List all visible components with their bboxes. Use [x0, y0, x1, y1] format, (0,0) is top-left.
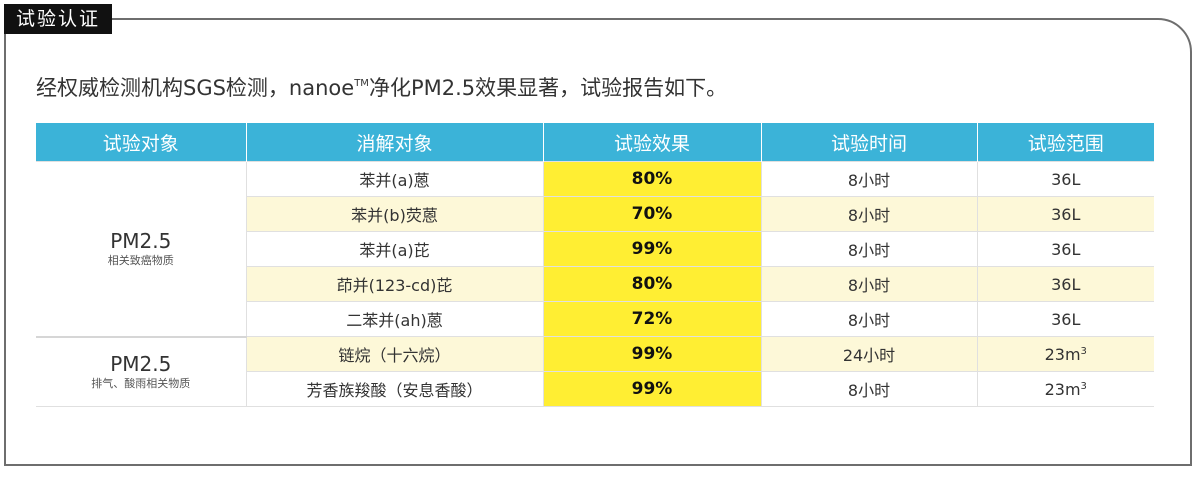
group-cell: PM2.5 相关致癌物质 — [36, 161, 247, 337]
target-cell: 苯并(a)蒽 — [245, 161, 544, 197]
trademark-mark: TM — [354, 78, 369, 89]
range-cell: 23m3 — [976, 336, 1154, 372]
time-cell: 8小时 — [760, 161, 978, 197]
range-value: 36L — [1051, 274, 1081, 294]
test-results-table: 试验对象 消解对象 试验效果 试验时间 试验范围 PM2.5 相关致癌物质 苯并… — [36, 123, 1154, 407]
content-frame — [4, 18, 1192, 466]
time-cell: 8小时 — [760, 231, 978, 267]
range-superscript: 3 — [1080, 345, 1087, 357]
target-cell: 茚并(123-cd)芘 — [245, 266, 544, 302]
target-cell: 链烷（十六烷） — [245, 336, 544, 372]
range-cell: 36L — [976, 301, 1154, 337]
range-value: 36L — [1051, 169, 1081, 189]
table-row: 芳香族羧酸（安息香酸） 99% 8小时 23m3 — [36, 371, 1154, 407]
target-cell: 苯并(a)芘 — [245, 231, 544, 267]
headline: 经权威检测机构SGS检测，nanoeTM净化PM2.5效果显著，试验报告如下。 — [36, 72, 727, 102]
group-subtitle: 相关致癌物质 — [107, 253, 174, 267]
group-title: PM2.5 — [110, 228, 172, 253]
table-row: 苯并(a)芘 99% 8小时 36L — [36, 231, 1154, 267]
headline-text-after: 净化PM2.5效果显著，试验报告如下。 — [368, 76, 728, 100]
range-cell: 36L — [976, 196, 1154, 232]
time-cell: 8小时 — [760, 196, 978, 232]
time-cell: 24小时 — [760, 336, 978, 372]
range-cell: 36L — [976, 161, 1154, 197]
header-test-object: 试验对象 — [36, 123, 247, 162]
header-range: 试验范围 — [977, 123, 1154, 162]
range-superscript: 3 — [1080, 380, 1087, 392]
group-cell: PM2.5 排气、酸雨相关物质 — [36, 335, 247, 407]
target-cell: 二苯并(ah)蒽 — [245, 301, 544, 337]
headline-text-before: 经权威检测机构SGS检测，nanoe — [36, 76, 355, 100]
time-cell: 8小时 — [760, 301, 978, 337]
header-target: 消解对象 — [246, 123, 544, 162]
header-time: 试验时间 — [761, 123, 978, 162]
table-header-row: 试验对象 消解对象 试验效果 试验时间 试验范围 — [36, 123, 1154, 162]
effect-cell: 80% — [542, 266, 762, 302]
effect-cell: 72% — [542, 301, 762, 337]
group-title: PM2.5 — [110, 351, 172, 376]
effect-cell: 70% — [542, 196, 762, 232]
effect-cell: 80% — [542, 161, 762, 197]
range-cell: 36L — [976, 231, 1154, 267]
header-effect: 试验效果 — [543, 123, 762, 162]
group-subtitle: 排气、酸雨相关物质 — [91, 376, 191, 390]
time-cell: 8小时 — [760, 266, 978, 302]
range-cell: 36L — [976, 266, 1154, 302]
effect-cell: 99% — [542, 371, 762, 407]
table-row: PM2.5 相关致癌物质 苯并(a)蒽 80% 8小时 36L — [36, 161, 1154, 337]
table-row: PM2.5 排气、酸雨相关物质 链烷（十六烷） 99% 24小时 23m3 — [36, 335, 1154, 407]
target-cell: 芳香族羧酸（安息香酸） — [245, 371, 544, 407]
range-value: 23m — [1044, 379, 1081, 399]
range-value: 36L — [1051, 239, 1081, 259]
table-row: 二苯并(ah)蒽 72% 8小时 36L — [36, 301, 1154, 337]
range-value: 23m — [1044, 344, 1081, 364]
range-value: 36L — [1051, 204, 1081, 224]
time-cell: 8小时 — [760, 371, 978, 407]
effect-cell: 99% — [542, 336, 762, 372]
range-value: 36L — [1051, 309, 1081, 329]
effect-cell: 99% — [542, 231, 762, 267]
section-tag: 试验认证 — [4, 4, 113, 34]
range-cell: 23m3 — [976, 371, 1154, 407]
target-cell: 苯并(b)荧蒽 — [245, 196, 544, 232]
